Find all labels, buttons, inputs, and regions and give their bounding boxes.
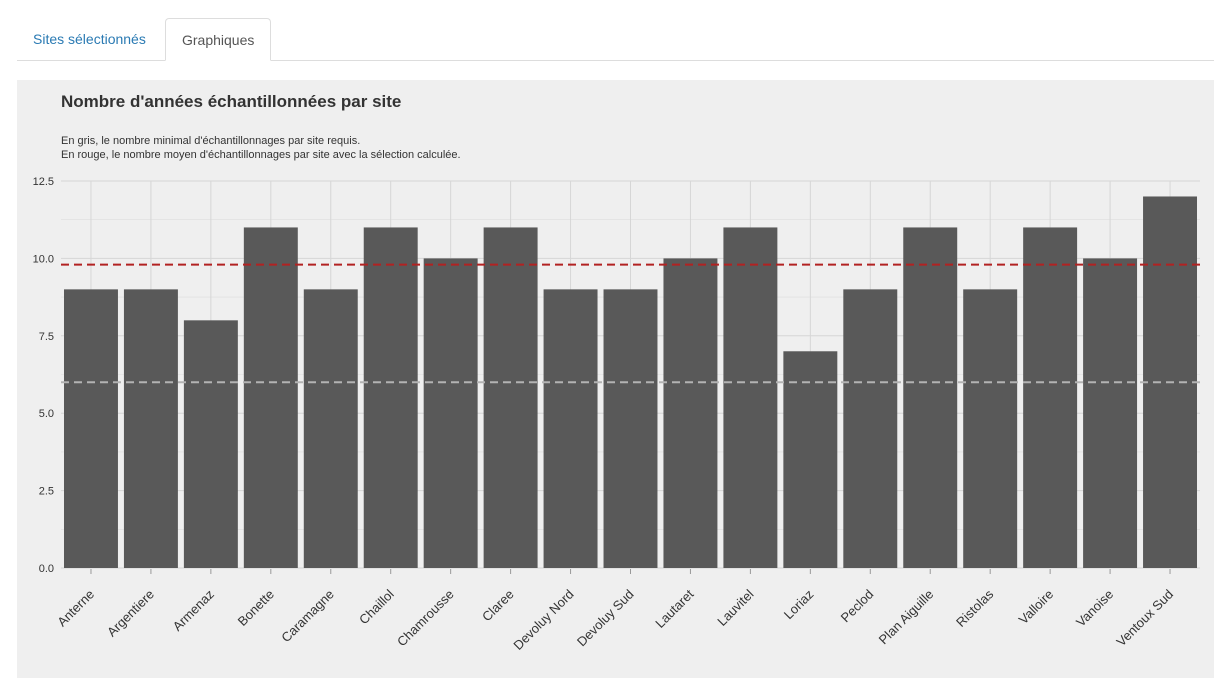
bar-lauvitel (723, 227, 778, 568)
y-tick-label: 7.5 (39, 331, 54, 343)
x-tick-label: Chamrousse (394, 587, 457, 650)
bar-caramagne (303, 289, 358, 568)
x-tick-label: Ventoux Sud (1113, 587, 1176, 650)
bar-chart: Nombre d'années échantillonnées par site… (33, 92, 1200, 653)
x-tick-label: Devoluy Nord (510, 587, 576, 653)
x-tick-label: Peclod (838, 587, 877, 626)
x-tick-label: Valloire (1016, 587, 1057, 628)
x-tick-label: Lautaret (652, 586, 697, 631)
tab-sites-selectionnes[interactable]: Sites sélectionnés (33, 31, 146, 47)
x-tick-label: Chaillol (356, 586, 397, 627)
bar-plan-aiguille (903, 227, 958, 568)
bar-lautaret (663, 258, 718, 568)
chart-title: Nombre d'années échantillonnées par site (61, 92, 401, 111)
x-tick-label: Loriaz (781, 587, 817, 623)
x-tick-label: Devoluy Sud (574, 587, 637, 650)
x-tick-label: Plan Aiguille (876, 587, 937, 648)
x-tick-label: Lauvitel (714, 586, 756, 628)
y-tick-label: 5.0 (39, 408, 54, 420)
bar-peclod (843, 289, 898, 568)
x-tick-label: Ristolas (953, 586, 997, 630)
bar-devoluy-sud (603, 289, 658, 568)
chart-panel: Nombre d'années échantillonnées par site… (17, 80, 1214, 678)
y-tick-label: 0.0 (39, 563, 54, 575)
x-tick-label: Anterne (54, 587, 97, 630)
y-tick-label: 2.5 (39, 486, 54, 498)
chart-subtitle-line-2: En rouge, le nombre moyen d'échantillonn… (61, 149, 461, 161)
bar-bonette (243, 227, 298, 568)
y-tick-label: 10.0 (33, 253, 54, 265)
bar-devoluy-nord (543, 289, 598, 568)
x-tick-label: Armenaz (170, 587, 217, 634)
x-tick-label: Caramagne (278, 587, 337, 646)
bar-loriaz (783, 351, 838, 568)
x-tick-label: Claree (479, 587, 517, 625)
bar-claree (483, 227, 538, 568)
bar-chaillol (363, 227, 418, 568)
bar-chamrousse (423, 258, 478, 568)
bar-argentiere (123, 289, 178, 568)
x-tick-label: Argentiere (104, 587, 157, 640)
y-tick-label: 12.5 (33, 176, 54, 188)
tab-bar: Sites sélectionnés Graphiques (17, 18, 1214, 61)
bar-ristolas (963, 289, 1018, 568)
bar-vanoise (1083, 258, 1138, 568)
tab-graphiques[interactable]: Graphiques (165, 18, 271, 61)
bar-armenaz (183, 320, 238, 568)
bar-anterne (63, 289, 118, 568)
chart-subtitle-line-1: En gris, le nombre minimal d'échantillon… (61, 135, 360, 147)
bar-valloire (1023, 227, 1078, 568)
x-tick-label: Vanoise (1073, 587, 1116, 630)
x-tick-label: Bonette (235, 587, 277, 629)
